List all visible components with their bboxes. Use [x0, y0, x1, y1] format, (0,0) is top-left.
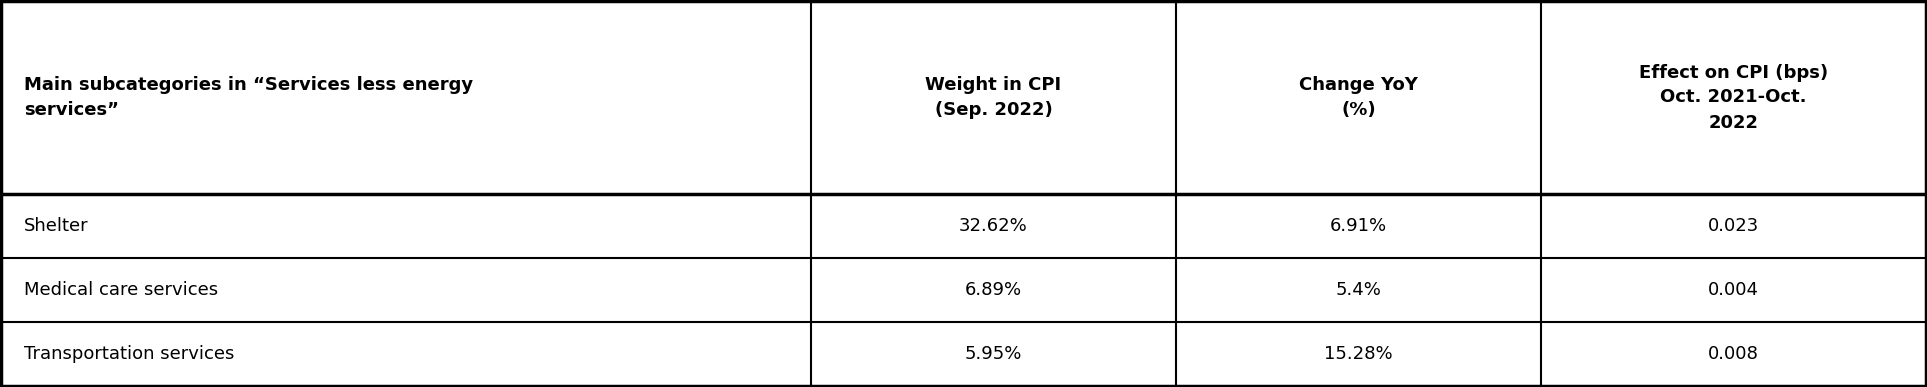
- Text: Effect on CPI (bps)
Oct. 2021-Oct.
2022: Effect on CPI (bps) Oct. 2021-Oct. 2022: [1640, 63, 1829, 132]
- Text: Medical care services: Medical care services: [25, 281, 218, 299]
- Text: Transportation services: Transportation services: [25, 345, 235, 363]
- Text: 0.008: 0.008: [1707, 345, 1759, 363]
- Text: 6.91%: 6.91%: [1330, 217, 1387, 235]
- Text: 15.28%: 15.28%: [1324, 345, 1393, 363]
- Text: 32.62%: 32.62%: [960, 217, 1027, 235]
- Text: Weight in CPI
(Sep. 2022): Weight in CPI (Sep. 2022): [925, 76, 1062, 119]
- Text: 0.023: 0.023: [1707, 217, 1759, 235]
- Text: 6.89%: 6.89%: [965, 281, 1021, 299]
- Text: 0.004: 0.004: [1707, 281, 1759, 299]
- Text: 5.95%: 5.95%: [965, 345, 1021, 363]
- Text: 5.4%: 5.4%: [1335, 281, 1382, 299]
- Text: Main subcategories in “Services less energy
services”: Main subcategories in “Services less ene…: [25, 76, 474, 119]
- Text: Shelter: Shelter: [25, 217, 89, 235]
- Text: Change YoY
(%): Change YoY (%): [1299, 76, 1418, 119]
